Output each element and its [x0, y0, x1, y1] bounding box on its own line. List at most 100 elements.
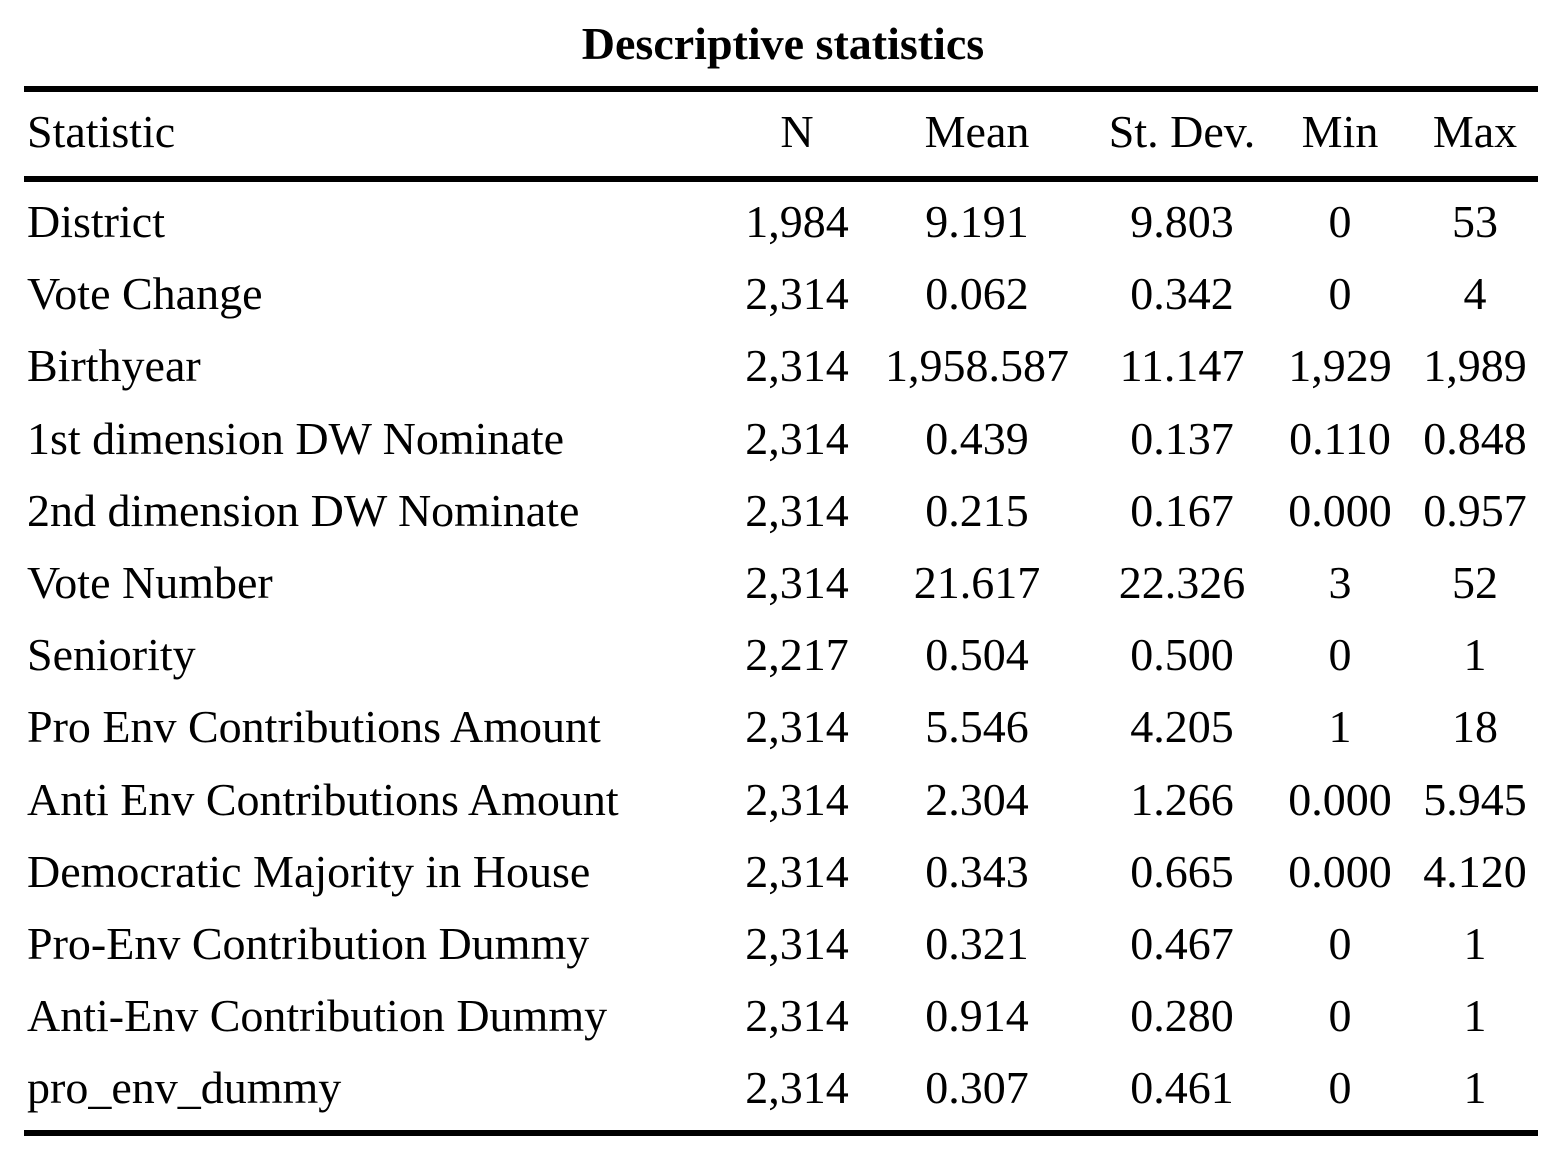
cell-max: 53	[1452, 196, 1498, 247]
row-label: Vote Number	[27, 557, 273, 608]
cell-mean: 0.343	[925, 845, 1029, 897]
table-row: Democratic Majority in House 2,314 0.343 0.…	[0, 836, 1566, 908]
cell-min: 0.000	[1288, 845, 1392, 897]
cell-min: 0	[1328, 990, 1352, 1042]
row-label: Anti Env Contributions Amount	[27, 773, 619, 825]
row-label: District	[27, 196, 165, 247]
cell-min: 1,929	[1288, 340, 1392, 392]
cell-n: 2,314	[745, 845, 849, 897]
row-label: 1st dimension DW Nominate	[27, 412, 565, 464]
cell-mean: 5.546	[925, 701, 1029, 753]
cell-mean: 0.321	[925, 918, 1029, 969]
cell-min: 0	[1328, 196, 1352, 247]
cell-st-dev: 1.266	[1130, 773, 1234, 825]
cell-max: 0.957	[1423, 484, 1527, 536]
cell-mean: 0.504	[925, 629, 1029, 681]
cell-min: 0	[1328, 918, 1352, 969]
table-row: Vote Number 2,314 21.617 22.326 3 52	[0, 547, 1566, 619]
cell-st-dev: 22.326	[1118, 557, 1246, 608]
cell-max: 1	[1463, 1062, 1487, 1114]
cell-st-dev: 4.205	[1130, 701, 1234, 753]
table-row: Pro Env Contributions Amount 2,314 5.546 4.…	[0, 691, 1566, 763]
header-mean: Mean	[924, 106, 1030, 157]
bottom-rule	[24, 1130, 1538, 1136]
row-label: Pro Env Contributions Amount	[27, 701, 601, 753]
table-row: Vote Change 2,314 0.062 0.342 0 4	[0, 258, 1566, 330]
cell-min: 0	[1328, 268, 1352, 320]
cell-mean: 2.304	[925, 773, 1029, 825]
table-row: Birthyear 2,314 1,958.587 11.147 1,929 1,989	[0, 330, 1566, 402]
cell-mean: 21.617	[913, 557, 1041, 608]
cell-n: 2,314	[745, 1062, 849, 1114]
row-label: Democratic Majority in House	[27, 845, 591, 897]
cell-st-dev: 0.342	[1130, 268, 1234, 320]
cell-n: 2,314	[745, 557, 849, 608]
cell-n: 1,984	[745, 196, 849, 247]
cell-st-dev: 0.665	[1130, 845, 1234, 897]
cell-st-dev: 9.803	[1130, 196, 1234, 247]
cell-st-dev: 0.500	[1130, 629, 1234, 681]
row-label: Pro-Env Contribution Dummy	[27, 918, 590, 969]
cell-n: 2,314	[745, 484, 849, 536]
cell-mean: 9.191	[925, 196, 1029, 247]
header-rule	[24, 176, 1538, 182]
cell-st-dev: 0.137	[1130, 412, 1234, 464]
cell-min: 0.110	[1289, 412, 1391, 464]
cell-n: 2,314	[745, 268, 849, 320]
table-row: Anti-Env Contribution Dummy 2,314 0.914 0.2…	[0, 980, 1566, 1052]
cell-st-dev: 0.280	[1130, 990, 1234, 1042]
row-label: pro_env_dummy	[27, 1062, 342, 1114]
cell-max: 4.120	[1423, 845, 1527, 897]
top-rule	[24, 86, 1538, 92]
header-row: Statistic N Mean St. Dev. Min Max	[0, 96, 1566, 168]
table-row: 2nd dimension DW Nominate 2,314 0.215 0.167…	[0, 475, 1566, 547]
cell-n: 2,314	[745, 990, 849, 1042]
row-label: Anti-Env Contribution Dummy	[27, 990, 608, 1042]
cell-max: 52	[1452, 557, 1498, 608]
cell-max: 1	[1463, 990, 1487, 1042]
cell-mean: 0.215	[925, 484, 1029, 536]
cell-max: 1,989	[1423, 340, 1527, 392]
header-max: Max	[1432, 106, 1518, 157]
table-title: Descriptive statistics	[581, 18, 985, 69]
table-row: pro_env_dummy 2,314 0.307 0.461 0 1	[0, 1052, 1566, 1124]
cell-st-dev: 0.467	[1130, 918, 1234, 969]
table-row: Anti Env Contributions Amount 2,314 2.304 1…	[0, 764, 1566, 836]
cell-st-dev: 0.461	[1130, 1062, 1234, 1114]
cell-mean: 0.062	[925, 268, 1029, 320]
table-row: 1st dimension DW Nominate 2,314 0.439 0.137…	[0, 403, 1566, 475]
row-label: 2nd dimension DW Nominate	[27, 484, 580, 536]
cell-min: 3	[1328, 557, 1352, 608]
cell-max: 18	[1452, 701, 1498, 753]
cell-n: 2,217	[745, 629, 849, 681]
cell-n: 2,314	[745, 340, 849, 392]
header-min: Min	[1301, 106, 1379, 157]
cell-max: 1	[1463, 629, 1487, 681]
cell-max: 1	[1463, 918, 1487, 969]
row-label: Birthyear	[27, 340, 201, 392]
cell-mean: 1,958.587	[885, 340, 1069, 392]
cell-n: 2,314	[745, 701, 849, 753]
cell-n: 2,314	[745, 773, 849, 825]
cell-mean: 0.307	[925, 1062, 1029, 1114]
cell-min: 0.000	[1288, 773, 1392, 825]
header-n: N	[780, 106, 814, 157]
header-statistic: Statistic	[27, 106, 176, 157]
cell-st-dev: 0.167	[1130, 484, 1234, 536]
cell-min: 0	[1328, 1062, 1352, 1114]
header-st-dev: St. Dev.	[1108, 106, 1256, 157]
table-row: District 1,984 9.191 9.803 0 53	[0, 186, 1566, 258]
cell-max: 4	[1463, 268, 1487, 320]
row-label: Vote Change	[27, 268, 263, 320]
cell-min: 0	[1328, 629, 1352, 681]
cell-st-dev: 11.147	[1119, 340, 1245, 392]
cell-min: 0.000	[1288, 484, 1392, 536]
cell-n: 2,314	[745, 412, 849, 464]
cell-max: 5.945	[1423, 773, 1527, 825]
table-row: Pro-Env Contribution Dummy 2,314 0.321 0.46…	[0, 908, 1566, 980]
cell-mean: 0.914	[925, 990, 1029, 1042]
cell-n: 2,314	[745, 918, 849, 969]
cell-min: 1	[1328, 701, 1352, 753]
row-label: Seniority	[27, 629, 196, 681]
table-row: Seniority 2,217 0.504 0.500 0 1	[0, 619, 1566, 691]
